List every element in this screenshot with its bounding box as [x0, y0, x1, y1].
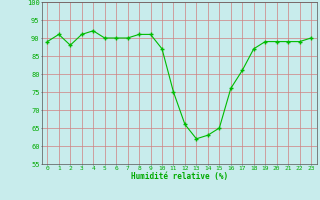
X-axis label: Humidité relative (%): Humidité relative (%) — [131, 172, 228, 181]
